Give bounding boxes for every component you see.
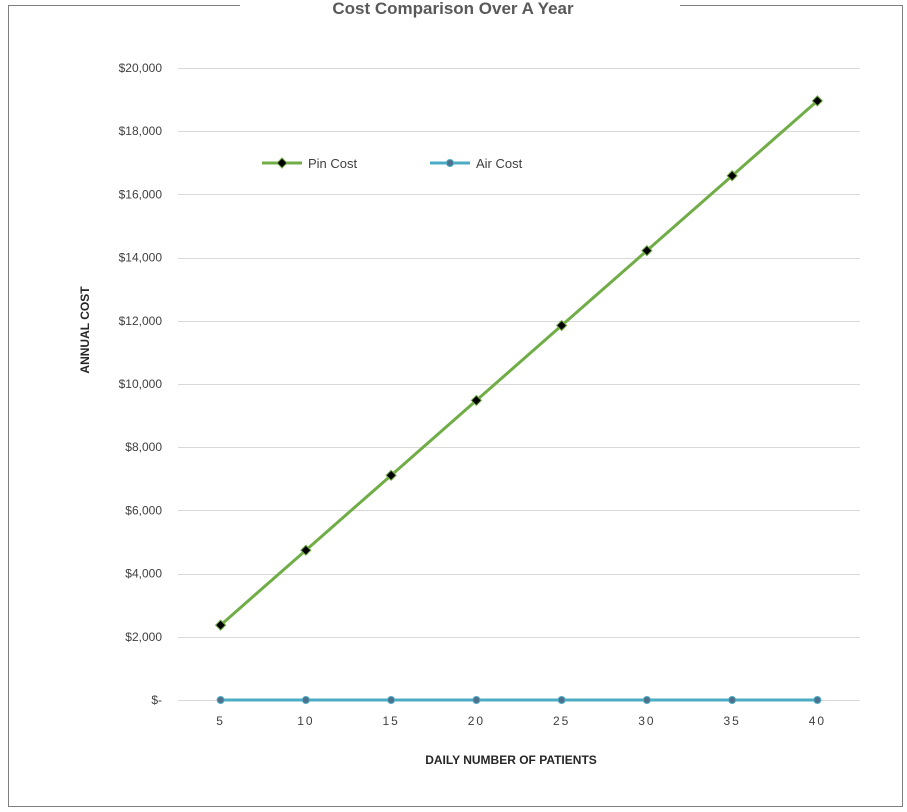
y-tick-label: $2,000	[125, 630, 162, 644]
y-tick-label: $10,000	[119, 377, 163, 391]
data-point	[726, 170, 738, 182]
y-tick-label: $4,000	[125, 567, 162, 581]
y-axis-title: ANNUAL COST	[78, 286, 92, 374]
x-tick-label: 25	[553, 714, 570, 728]
y-tick-labels: $- $2,000 $4,000 $6,000 $8,000 $10,000 $12,000…	[119, 61, 163, 707]
data-point	[470, 394, 483, 407]
data-point	[557, 696, 566, 704]
legend-marker	[276, 157, 288, 169]
legend: Pin Cost Air Cost	[262, 156, 523, 171]
chart-border-line	[8, 5, 903, 807]
data-point	[216, 696, 225, 704]
x-tick-label: 35	[723, 714, 740, 728]
x-tick-label: 30	[638, 714, 655, 728]
data-point	[385, 469, 397, 482]
legend-item: Air Cost	[430, 156, 523, 171]
series-pin-cost	[214, 95, 824, 631]
chart-border	[8, 5, 903, 807]
x-tick-labels: 5 10 15 20 25 30 35 40	[216, 714, 826, 728]
series-air-cost	[216, 696, 822, 704]
data-point	[641, 244, 653, 257]
series-line	[219, 99, 819, 627]
x-tick-label: 5	[216, 714, 225, 728]
x-axis-title: DAILY NUMBER OF PATIENTS	[425, 753, 597, 767]
y-tick-label: $20,000	[119, 61, 163, 75]
data-point	[300, 544, 312, 556]
y-tick-label: $8,000	[125, 440, 162, 454]
data-point	[214, 619, 227, 631]
data-point	[472, 696, 481, 704]
legend-label: Air Cost	[476, 156, 523, 171]
y-tick-label: $18,000	[119, 124, 163, 138]
data-point	[811, 95, 824, 107]
y-tick-label: $-	[151, 693, 162, 707]
y-tick-label: $14,000	[119, 251, 163, 265]
y-tick-label: $6,000	[125, 503, 162, 517]
x-tick-label: 40	[809, 714, 826, 728]
data-point	[813, 696, 822, 704]
series-layer	[214, 95, 824, 704]
y-tick-label: $16,000	[119, 187, 163, 201]
data-point	[301, 696, 310, 704]
y-tick-label: $12,000	[119, 314, 163, 328]
legend-marker	[446, 159, 454, 167]
data-point	[555, 319, 568, 332]
legend-item: Pin Cost	[262, 156, 358, 171]
x-tick-label: 20	[468, 714, 485, 728]
x-tick-label: 10	[297, 714, 314, 728]
chart-title: Cost Comparison Over A Year	[332, 0, 574, 18]
x-tick-label: 15	[382, 714, 399, 728]
data-point	[728, 696, 737, 704]
data-point	[642, 696, 651, 704]
legend-label: Pin Cost	[308, 156, 358, 171]
data-point	[387, 696, 396, 704]
